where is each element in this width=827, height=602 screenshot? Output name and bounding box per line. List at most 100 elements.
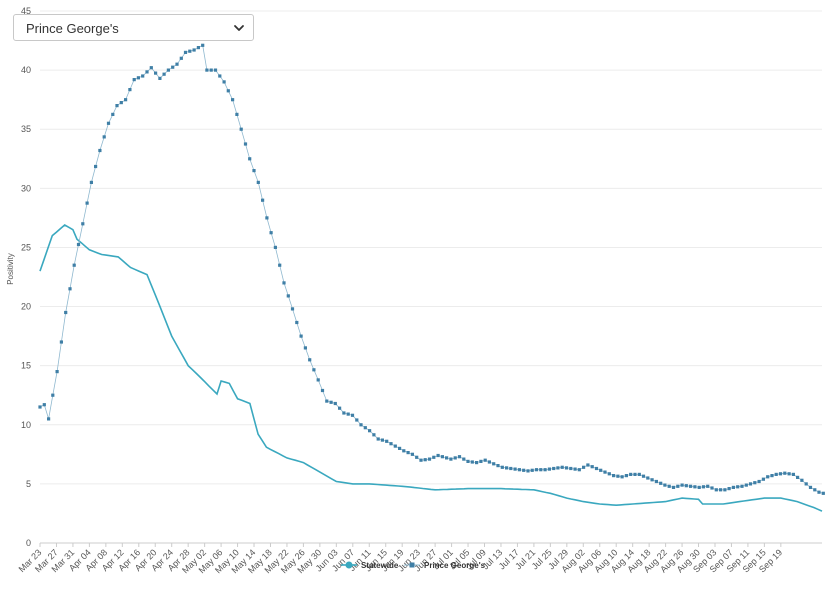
chevron-down-icon: [233, 21, 245, 40]
data-point-prince-georges: [410, 452, 414, 456]
data-point-prince-georges: [783, 471, 787, 475]
data-point-prince-georges: [136, 76, 140, 80]
data-point-prince-georges: [727, 487, 731, 491]
data-point-prince-georges: [115, 104, 119, 108]
data-point-prince-georges: [701, 485, 706, 489]
data-point-prince-georges: [419, 458, 423, 462]
data-point-prince-georges: [406, 451, 410, 455]
data-point-prince-georges: [534, 468, 539, 472]
data-point-prince-georges: [248, 157, 252, 161]
legend-item-statewide[interactable]: Statewide: [341, 561, 399, 570]
data-point-prince-georges: [650, 478, 654, 482]
county-dropdown[interactable]: Prince George's: [13, 14, 254, 41]
data-point-prince-georges: [303, 346, 307, 350]
data-point-prince-georges: [526, 469, 530, 473]
y-tick-label: 35: [21, 124, 31, 134]
data-point-prince-georges: [487, 460, 491, 464]
data-point-prince-georges: [440, 455, 444, 459]
data-point-prince-georges: [363, 426, 367, 430]
data-point-prince-georges: [320, 388, 325, 393]
data-point-prince-georges: [380, 438, 384, 442]
data-point-prince-georges: [333, 401, 337, 406]
data-point-prince-georges: [299, 334, 303, 338]
data-point-prince-georges: [706, 484, 710, 488]
data-point-prince-georges: [286, 294, 290, 298]
data-point-prince-georges: [342, 411, 346, 415]
data-point-prince-georges: [569, 466, 573, 471]
data-point-prince-georges: [415, 455, 419, 459]
data-point-prince-georges: [312, 368, 316, 372]
data-point-prince-georges: [492, 462, 496, 466]
data-point-prince-georges: [192, 48, 196, 52]
data-point-prince-georges: [239, 127, 243, 131]
data-point-prince-georges: [646, 476, 650, 480]
data-point-prince-georges: [462, 457, 466, 461]
data-point-prince-georges: [175, 62, 179, 66]
data-point-prince-georges: [393, 444, 397, 448]
data-point-prince-georges: [629, 472, 633, 476]
data-point-prince-georges: [710, 486, 714, 490]
data-point-prince-georges: [449, 457, 453, 461]
y-axis-title: Positivity: [6, 253, 15, 285]
data-point-prince-georges: [641, 474, 646, 478]
data-point-prince-georges: [693, 485, 697, 489]
data-point-prince-georges: [573, 467, 577, 471]
data-point-prince-georges: [800, 478, 804, 482]
data-point-prince-georges: [517, 468, 521, 472]
data-point-prince-georges: [231, 98, 235, 102]
data-point-prince-georges: [252, 169, 256, 173]
data-point-prince-georges: [243, 142, 248, 146]
data-point-prince-georges: [787, 472, 791, 476]
legend-prince-georges-marker: [409, 562, 415, 568]
data-point-prince-georges: [372, 433, 376, 437]
data-point-prince-georges: [466, 459, 470, 463]
data-point-prince-georges: [158, 76, 162, 80]
data-point-prince-georges: [94, 164, 98, 169]
data-point-prince-georges: [102, 135, 106, 139]
data-point-prince-georges: [166, 68, 170, 72]
data-point-prince-georges: [744, 483, 748, 487]
series-line-statewide: [39, 224, 823, 512]
data-point-prince-georges: [552, 466, 556, 471]
data-point-prince-georges: [671, 485, 676, 489]
data-point-prince-georges: [470, 460, 474, 464]
data-point-prince-georges: [290, 307, 295, 311]
data-point-prince-georges: [453, 456, 457, 460]
data-point-prince-georges: [680, 483, 684, 487]
data-point-prince-georges: [72, 263, 76, 267]
data-point-prince-georges: [753, 481, 757, 485]
data-point-prince-georges: [689, 484, 693, 488]
data-point-prince-georges: [530, 468, 534, 472]
data-point-prince-georges: [620, 475, 624, 479]
data-point-prince-georges: [594, 466, 599, 471]
data-point-prince-georges: [637, 472, 641, 476]
legend-statewide-marker: [345, 561, 353, 569]
data-point-prince-georges: [145, 70, 149, 74]
data-point-prince-georges: [607, 472, 611, 476]
data-point-prince-georges: [543, 468, 547, 472]
data-point-prince-georges: [68, 287, 72, 291]
data-point-prince-georges: [47, 417, 51, 421]
data-point-prince-georges: [209, 68, 213, 72]
data-point-prince-georges: [731, 485, 735, 489]
data-point-prince-georges: [659, 481, 663, 485]
data-point-prince-georges: [325, 399, 329, 403]
y-tick-label: 45: [21, 6, 31, 16]
data-point-prince-georges: [132, 78, 136, 82]
data-point-prince-georges: [432, 455, 436, 459]
data-point-prince-georges: [179, 56, 183, 60]
data-point-prince-georges: [475, 461, 479, 465]
y-tick-label: 10: [21, 420, 31, 430]
data-point-prince-georges: [385, 439, 389, 443]
data-point-prince-georges: [128, 88, 132, 92]
data-point-prince-georges: [556, 466, 560, 470]
data-point-prince-georges: [445, 456, 449, 460]
data-point-prince-georges: [590, 465, 594, 469]
data-point-prince-georges: [338, 406, 342, 410]
data-point-prince-georges: [42, 403, 46, 407]
data-point-prince-georges: [436, 453, 440, 458]
data-point-prince-georges: [329, 400, 333, 404]
legend-item-prince-georges[interactable]: Prince George's: [404, 561, 486, 570]
data-point-prince-georges: [106, 121, 111, 125]
data-point-prince-georges: [616, 474, 620, 478]
